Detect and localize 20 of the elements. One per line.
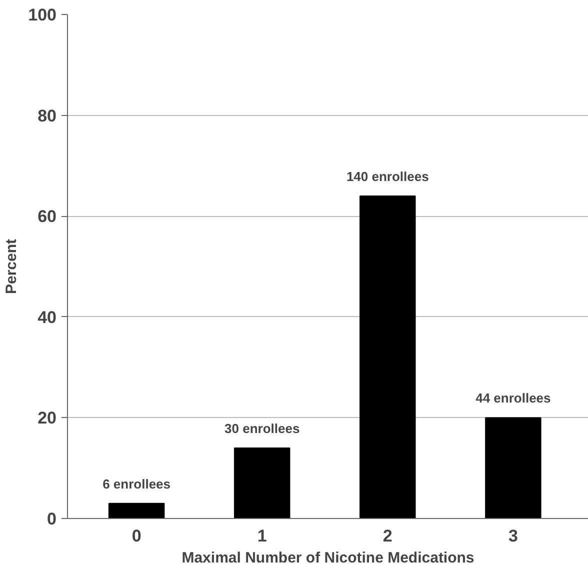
- x-tick-label: 1: [257, 526, 267, 546]
- bar: [108, 502, 165, 518]
- y-tick-label: 40: [38, 308, 57, 327]
- annotation: 44 enrollees: [476, 390, 551, 406]
- x-tick-label: 2: [382, 526, 392, 546]
- y-tick-label: 100: [28, 6, 57, 24]
- y-tick-label: 60: [38, 207, 57, 226]
- bar: [360, 195, 416, 518]
- x-tick-label: 0: [132, 526, 142, 546]
- x-tick-label: 3: [508, 526, 518, 546]
- y-tick-label: 80: [38, 106, 57, 126]
- y-tick-label: 20: [38, 408, 57, 428]
- y-axis-title: Percent: [3, 238, 20, 294]
- x-axis-title: Maximal Number of Nicotine Medications: [182, 550, 474, 566]
- annotation: 30 enrollees: [224, 420, 300, 436]
- y-tick-label: 0: [47, 510, 57, 528]
- annotation: 140 enrollees: [346, 168, 429, 184]
- bar: [234, 447, 290, 518]
- bar: [485, 417, 542, 518]
- annotation: 6 enrollees: [102, 476, 171, 492]
